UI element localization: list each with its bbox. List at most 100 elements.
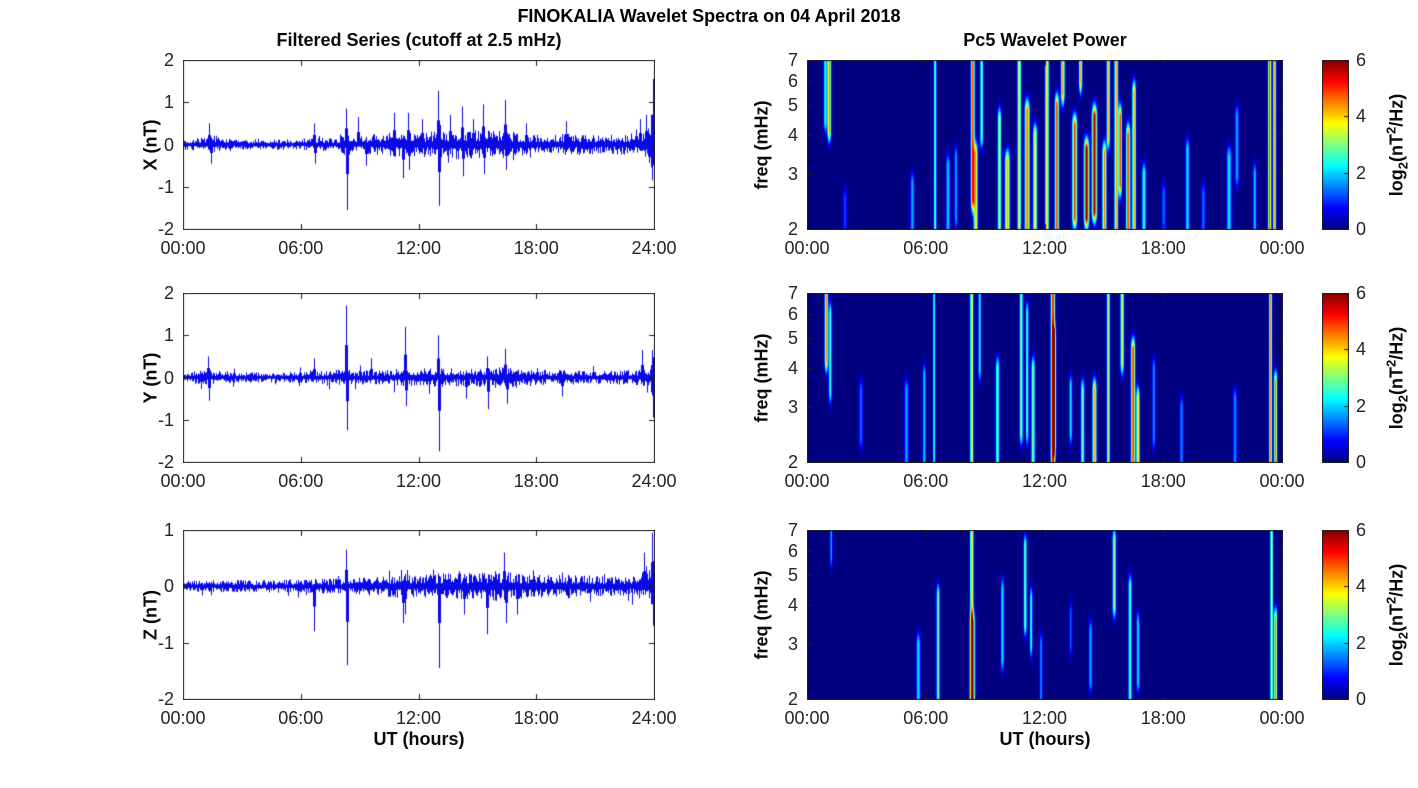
tick-label: 00:00 [1259,471,1305,491]
colorbar [1322,530,1349,700]
right-column-title: Pc5 Wavelet Power [963,30,1127,50]
tick-label: 24:00 [631,238,677,258]
series-x-plot [183,60,655,230]
tick-label: 00:00 [160,238,206,258]
tick-label: 1 [163,92,174,113]
tick-label: 6 [1356,520,1367,540]
tick-label: 06:00 [903,708,949,728]
tick-label: 00:00 [160,708,206,728]
tick-label: 24:00 [631,708,677,728]
tick-label: 18:00 [513,471,559,491]
colorbar-label: log2(nT2/Hz) [1384,564,1411,666]
left-column-title: Filtered Series (cutoff at 2.5 mHz) [276,30,562,50]
tick-label: 3 [787,164,798,185]
colorbar-label: log2(nT2/Hz) [1384,94,1411,196]
tick-label: 12:00 [1021,471,1068,491]
wavelet-z-spectrogram [807,530,1283,700]
colorbar [1322,293,1349,463]
colorbar-label-subscript: 2 [1395,631,1411,640]
tick-label: 00:00 [1259,238,1305,258]
tick-label: 2 [1356,632,1367,653]
tick-label: 2 [787,689,798,709]
colorbar-label-part: log [1386,639,1407,667]
tick-label: 6 [787,70,798,91]
tick-label: 0 [1356,219,1367,239]
colorbar-label-part: (nT [1386,367,1407,395]
colorbar-label-part: log [1386,402,1407,430]
colorbar-label-superscript: 2 [1383,596,1399,605]
wavelet-x-spectrogram [807,60,1283,230]
tick-label: 00:00 [784,238,830,258]
tick-label: 1 [163,520,174,540]
tick-label: 06:00 [903,238,949,258]
x-axis-label-right: UT (hours) [999,729,1091,749]
y-axis-label-y: Y (nT) [140,352,161,404]
colorbar-label-part: (nT [1386,134,1407,162]
x-axis-label-left: UT (hours) [373,729,465,749]
tick-label: 5 [787,565,798,586]
tick-label: 06:00 [278,238,324,258]
freq-axis-label-3: freq (mHz) [751,570,772,660]
tick-label: 0 [163,134,174,155]
colorbar-label-part: log [1386,169,1407,197]
tick-label: 7 [787,50,798,70]
tick-label: 06:00 [278,471,324,491]
tick-label: 0 [1356,689,1367,709]
tick-label: 00:00 [784,708,830,728]
tick-label: -2 [157,219,174,239]
tick-label: 12:00 [1021,708,1068,728]
tick-label: 5 [787,95,798,116]
figure-title: FINOKALIA Wavelet Spectra on 04 April 20… [517,6,901,26]
tick-label: 2 [163,283,174,303]
tick-label: 4 [1356,339,1367,360]
tick-label: 7 [787,283,798,303]
series-z-plot [183,530,655,700]
tick-label: 2 [787,219,798,239]
tick-label: -1 [157,632,174,653]
tick-label: -2 [157,689,174,709]
tick-label: 4 [787,358,798,379]
tick-label: 12:00 [395,471,442,491]
colorbar-label-part: /Hz) [1386,563,1407,597]
tick-label: 00:00 [1259,708,1305,728]
tick-label: 12:00 [395,708,442,728]
tick-label: 2 [787,452,798,472]
colorbar-label-superscript: 2 [1383,126,1399,135]
tick-label: 4 [1356,106,1367,127]
freq-axis-label-2: freq (mHz) [751,333,772,423]
tick-label: 24:00 [631,471,677,491]
tick-label: 7 [787,520,798,540]
tick-label: 00:00 [160,471,206,491]
y-axis-label-x: X (nT) [140,119,161,171]
tick-label: 0 [1356,452,1367,472]
colorbar [1322,60,1349,230]
colorbar-label-subscript: 2 [1395,161,1411,170]
freq-axis-label-1: freq (mHz) [751,100,772,190]
colorbar-label-superscript: 2 [1383,359,1399,368]
tick-label: 6 [1356,283,1367,303]
tick-label: 06:00 [903,471,949,491]
tick-label: 12:00 [395,238,442,258]
tick-label: 4 [787,125,798,146]
tick-label: 18:00 [513,238,559,258]
tick-label: 6 [787,540,798,561]
colorbar-label-part: (nT [1386,604,1407,632]
tick-label: 3 [787,634,798,655]
wavelet-y-spectrogram [807,293,1283,463]
series-y-plot [183,293,655,463]
tick-label: 18:00 [1140,708,1186,728]
tick-label: 0 [163,576,174,597]
tick-label: -1 [157,409,174,430]
tick-label: 1 [163,325,174,346]
tick-label: 5 [787,328,798,349]
tick-label: 2 [163,50,174,70]
tick-label: 4 [787,595,798,616]
tick-label: 6 [787,303,798,324]
colorbar-label-subscript: 2 [1395,394,1411,403]
tick-label: 18:00 [1140,238,1186,258]
colorbar-label-part: /Hz) [1386,326,1407,360]
tick-label: 4 [1356,576,1367,597]
tick-label: 18:00 [1140,471,1186,491]
tick-label: 2 [1356,162,1367,183]
